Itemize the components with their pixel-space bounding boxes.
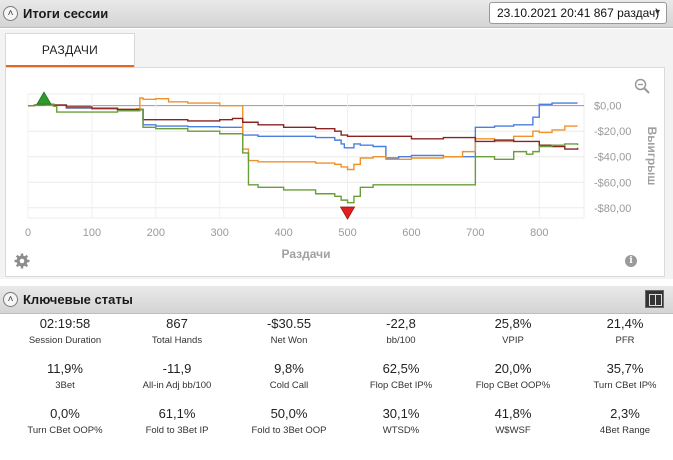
y-tick-label: -$80,00	[594, 203, 631, 215]
stat-item: 21,4% PFR	[569, 316, 673, 346]
stat-value: 11,9%	[47, 361, 83, 376]
stat-value: 62,5%	[382, 361, 420, 376]
series-line-1	[28, 102, 578, 159]
active-tab-indicator	[6, 65, 134, 67]
chevron-down-icon: ▾	[654, 7, 660, 18]
peak-marker	[36, 91, 52, 105]
stat-item: 25,8% VPIP	[457, 316, 569, 346]
stat-value: 9,8%	[274, 361, 304, 376]
stat-item: 35,7% Turn CBet IP%	[569, 361, 673, 391]
x-tick-label: 100	[83, 227, 101, 239]
low-marker	[339, 206, 356, 220]
stat-value: 61,1%	[158, 406, 196, 421]
stat-item: 61,1% Fold to 3Bet IP	[121, 406, 233, 436]
stat-value: -$30.55	[266, 316, 312, 331]
y-tick-label: -$40,00	[594, 152, 631, 164]
stat-value: 20,0%	[494, 361, 532, 376]
key-stats-title: Ключевые статы	[23, 292, 133, 307]
stat-value: 35,7%	[606, 361, 644, 376]
stat-value: 02:19:58	[39, 316, 91, 331]
stat-value: 21,4%	[606, 316, 644, 331]
key-stats-header: ˄ Ключевые статы	[0, 286, 673, 314]
stat-label: Turn CBet IP%	[593, 380, 657, 391]
stat-value: 2,3%	[610, 406, 640, 421]
x-tick-label: 700	[466, 227, 484, 239]
info-icon[interactable]: i	[625, 255, 637, 267]
stat-item: 2,3% 4Bet Range	[569, 406, 673, 436]
panel-layout-icon[interactable]	[645, 290, 664, 308]
stat-value: 30,1%	[382, 406, 420, 421]
x-axis-label: Раздачи	[282, 247, 331, 261]
tab-hands[interactable]: РАЗДАЧИ	[5, 33, 135, 67]
x-tick-label: 200	[147, 227, 165, 239]
stat-item: 02:19:58 Session Duration	[9, 316, 121, 346]
stat-label: Flop CBet IP%	[369, 380, 433, 391]
stat-value: 0,0%	[50, 406, 80, 421]
stat-item: 9,8% Cold Call	[233, 361, 345, 391]
stat-item: 20,0% Flop CBet OOP%	[457, 361, 569, 391]
stat-item: 867 Total Hands	[121, 316, 233, 346]
stat-value: 25,8%	[494, 316, 532, 331]
stat-item: -22,8 bb/100	[345, 316, 457, 346]
stat-value: -22,8	[386, 316, 416, 331]
stat-value: 867	[166, 316, 188, 331]
zoom-out-icon[interactable]	[634, 78, 650, 94]
y-tick-label: -$60,00	[594, 177, 631, 189]
y-tick-label: $0,00	[594, 101, 622, 113]
x-tick-label: 600	[402, 227, 420, 239]
x-tick-label: 800	[530, 227, 548, 239]
x-tick-label: 0	[25, 227, 31, 239]
stat-label: Cold Call	[269, 380, 309, 391]
stat-item: 41,8% W$WSF	[457, 406, 569, 436]
y-axis-label: Выигрыш	[645, 127, 659, 186]
stat-value: 41,8%	[494, 406, 532, 421]
stat-label: Flop CBet OOP%	[475, 380, 551, 391]
series-line-3	[28, 103, 579, 150]
x-tick-label: 500	[338, 227, 356, 239]
stat-item: 30,1% WTSD%	[345, 406, 457, 436]
stat-item: -$30.55 Net Won	[233, 316, 345, 346]
stat-label: Turn CBet OOP%	[27, 425, 103, 436]
session-summary-title: Итоги сессии	[23, 6, 109, 21]
stat-item: 11,9% 3Bet	[9, 361, 121, 391]
stat-label: W$WSF	[495, 425, 531, 436]
stat-item: 50,0% Fold to 3Bet OOP	[233, 406, 345, 436]
tab-hands-label: РАЗДАЧИ	[41, 43, 99, 57]
gear-icon[interactable]	[14, 253, 30, 269]
stat-label: Session Duration	[28, 335, 102, 346]
stat-item: 0,0% Turn CBet OOP%	[9, 406, 121, 436]
chevron-up-icon[interactable]: ˄	[3, 6, 18, 21]
stat-label: Fold to 3Bet OOP	[251, 425, 327, 436]
stat-label: bb/100	[386, 335, 416, 346]
stat-label: Fold to 3Bet IP	[145, 425, 209, 436]
session-summary-header: ˄ Итоги сессии 23.10.2021 20:41 867 разд…	[0, 0, 673, 28]
x-tick-label: 300	[211, 227, 229, 239]
stat-item: 62,5% Flop CBet IP%	[345, 361, 457, 391]
stat-label: All-in Adj bb/100	[142, 380, 212, 391]
winnings-chart: $0,00 -$20,00 -$40,00 -$60,00 -$80,00 0 100 200…	[25, 91, 659, 261]
stat-label: Net Won	[270, 335, 308, 346]
stat-value: -11,9	[162, 361, 192, 376]
stat-label: PFR	[615, 335, 635, 346]
stat-item: -11,9 All-in Adj bb/100	[121, 361, 233, 391]
x-tick-label: 400	[274, 227, 292, 239]
stat-label: 4Bet Range	[599, 425, 651, 436]
stat-label: 3Bet	[55, 380, 75, 391]
stat-label: WTSD%	[382, 425, 420, 436]
stat-label: VPIP	[502, 335, 524, 346]
session-select[interactable]: 23.10.2021 20:41 867 раздач) ▾	[489, 2, 667, 24]
chevron-up-icon[interactable]: ˄	[3, 292, 18, 307]
session-select-value: 23.10.2021 20:41 867 раздач)	[497, 6, 660, 20]
stat-label: Total Hands	[151, 335, 203, 346]
stat-value: 50,0%	[270, 406, 308, 421]
series-line-4	[28, 103, 579, 204]
chart-panel: $0,00 -$20,00 -$40,00 -$60,00 -$80,00 0 100 200…	[5, 67, 665, 277]
y-tick-label: -$20,00	[594, 126, 631, 138]
